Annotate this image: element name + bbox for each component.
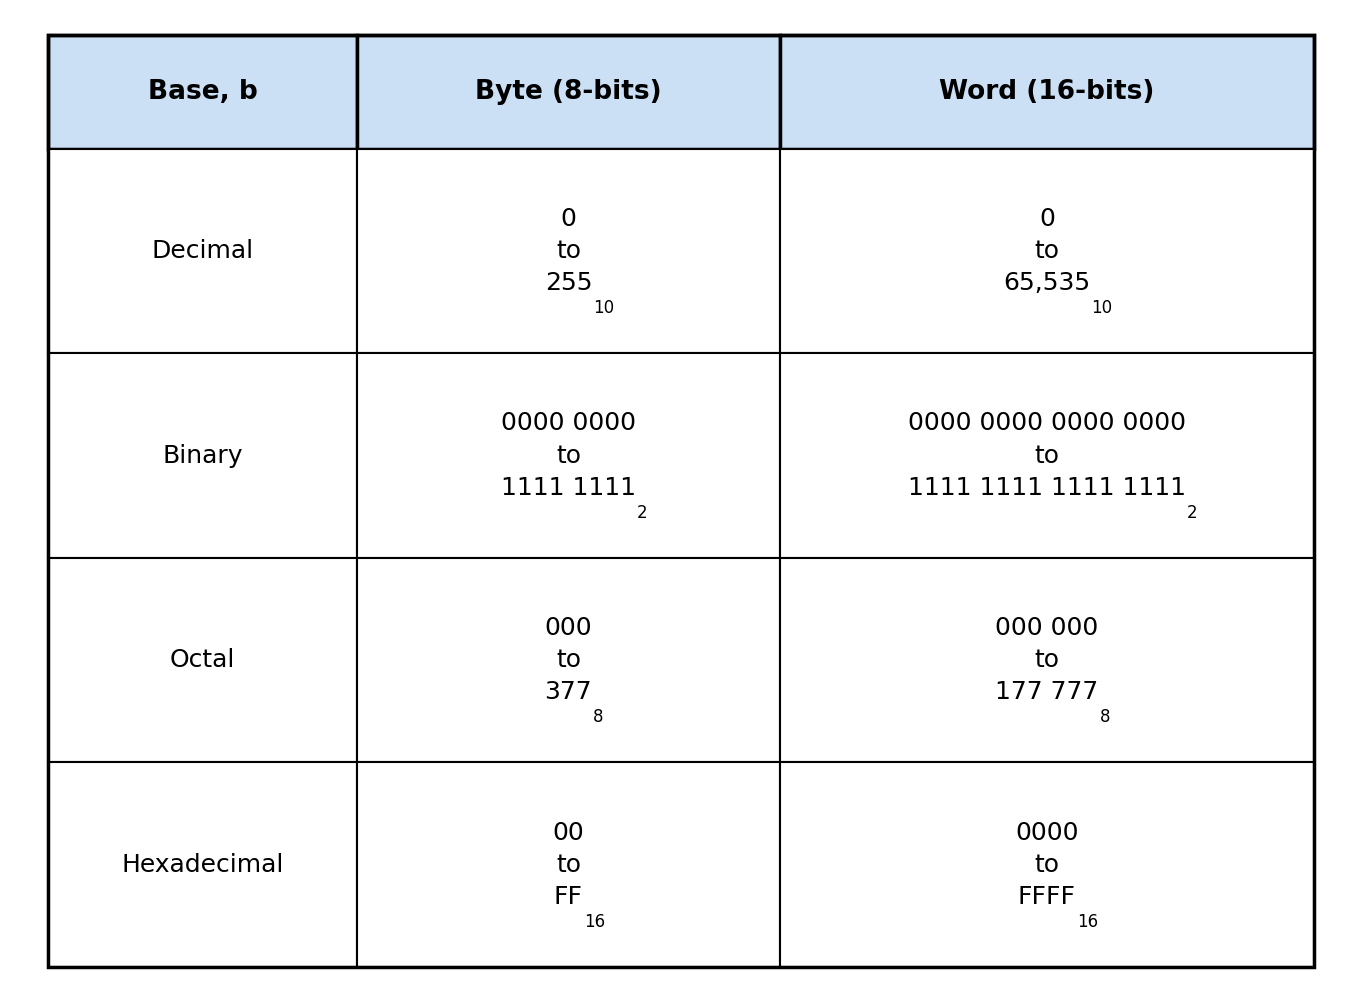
Bar [357,148,779,354]
Bar [357,35,779,148]
Bar [357,763,779,967]
Text: 0000: 0000 [1015,821,1079,845]
Text: to: to [556,239,582,263]
Text: 2: 2 [637,504,647,522]
Text: Word (16-bits): Word (16-bits) [940,79,1155,105]
Text: to: to [1034,239,1060,263]
Text: 000: 000 [545,616,592,640]
Text: 65,535: 65,535 [1004,272,1091,295]
Bar [357,558,779,763]
Text: to: to [556,444,582,468]
Bar [779,148,1314,354]
Bar [48,148,357,354]
Text: FFFF: FFFF [1017,885,1076,909]
Text: to: to [1034,853,1060,877]
Text: 377: 377 [545,680,592,704]
Bar [779,35,1314,148]
Bar [779,354,1314,558]
Text: to: to [1034,444,1060,468]
Text: Base, b: Base, b [147,79,257,105]
Text: 1111 1111 1111 1111: 1111 1111 1111 1111 [908,476,1186,500]
Text: to: to [1034,648,1060,672]
Text: Decimal: Decimal [151,239,253,263]
Bar [48,354,357,558]
Text: 0: 0 [1039,207,1054,230]
Text: Binary: Binary [162,444,242,468]
Text: FF: FF [554,885,583,909]
Text: 2: 2 [1186,504,1197,522]
Text: 10: 10 [1091,300,1113,318]
Text: 16: 16 [1077,913,1098,931]
Bar [48,35,357,148]
Bar [779,558,1314,763]
Bar [48,558,357,763]
Text: 255: 255 [545,272,592,295]
Text: 000 000: 000 000 [996,616,1099,640]
Text: 10: 10 [594,300,614,318]
Text: 8: 8 [594,708,603,726]
Text: 177 777: 177 777 [996,680,1099,704]
Bar [357,354,779,558]
Text: 0000 0000 0000 0000: 0000 0000 0000 0000 [908,412,1186,436]
Text: Octal: Octal [170,648,236,672]
Text: 0: 0 [561,207,576,230]
Text: to: to [556,853,582,877]
Text: 16: 16 [584,913,605,931]
Bar [48,763,357,967]
Text: 0000 0000: 0000 0000 [501,412,636,436]
Bar [779,763,1314,967]
Text: 8: 8 [1099,708,1110,726]
Text: Hexadecimal: Hexadecimal [121,853,283,877]
Text: Byte (8-bits): Byte (8-bits) [475,79,662,105]
Text: 1111 1111: 1111 1111 [501,476,636,500]
Text: to: to [556,648,582,672]
Text: 00: 00 [553,821,584,845]
